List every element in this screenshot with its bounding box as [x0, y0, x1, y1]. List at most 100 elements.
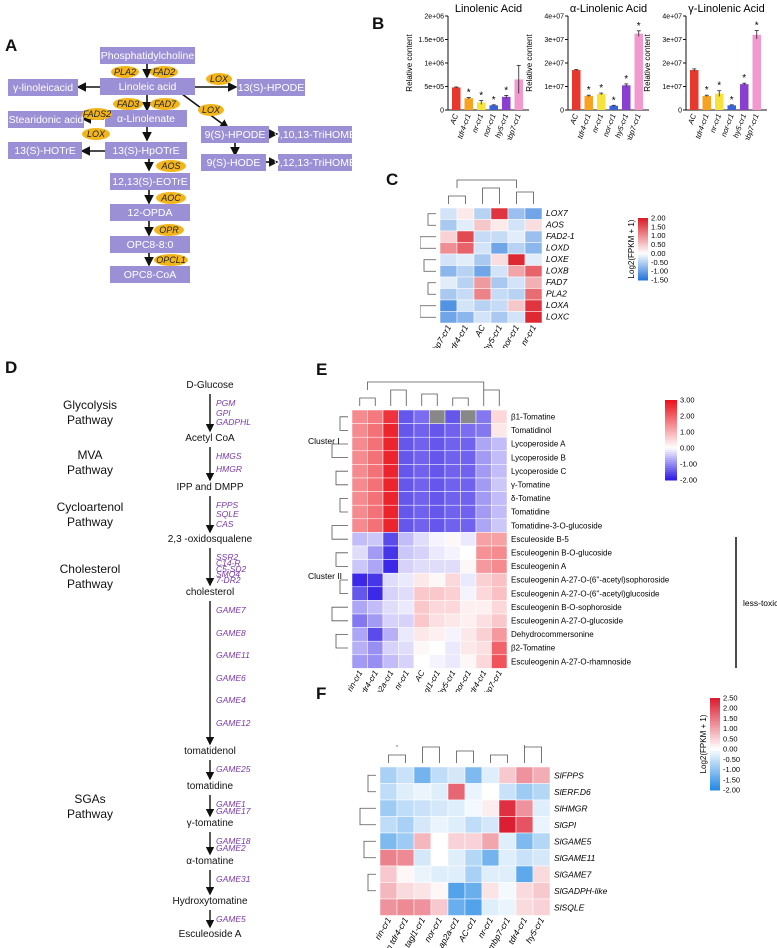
enzyme-opcl1: OPCL1	[154, 254, 188, 266]
row-label: FAD7	[546, 277, 567, 287]
heatmap-cell	[413, 504, 430, 520]
legend-swatch	[665, 476, 677, 479]
heatmap-cell	[498, 865, 517, 883]
legend-swatch	[638, 278, 648, 281]
heatmap-cell	[498, 766, 517, 784]
heatmap-cell	[456, 288, 475, 301]
heatmap-cell	[473, 207, 492, 220]
heatmap-cell	[429, 586, 446, 601]
heatmap-cell	[473, 242, 492, 255]
legend-swatch	[710, 750, 720, 754]
legend-swatch	[710, 718, 720, 722]
compound-label: Hydroxytomatine	[172, 896, 248, 907]
heatmap-cell	[413, 572, 430, 588]
heatmap-cell	[460, 640, 477, 656]
node-9s-hode: 9(S)-HODE	[201, 154, 266, 171]
heatmap-cell	[475, 532, 492, 547]
bar-tdr4-cr1	[702, 95, 711, 110]
heatmap-cell	[491, 477, 508, 492]
heatmap-cell	[498, 816, 517, 834]
heatmap-cell	[447, 882, 466, 900]
legend-swatch	[665, 440, 677, 443]
legend-tick-label: 3.00	[680, 396, 695, 405]
dendrogram-branch	[331, 606, 348, 622]
row-dendrogram	[359, 774, 376, 892]
column-dendrogram	[388, 745, 542, 763]
legend-swatch	[638, 245, 648, 248]
heatmap-cell	[351, 423, 368, 438]
pathway-name: Glycolysis Pathway	[62, 398, 117, 427]
legend-swatch	[638, 259, 648, 262]
heatmap-cell	[475, 518, 492, 533]
legend-tick-label: 0.00	[723, 745, 738, 754]
node-9s-hpode: 9(S)-HPODE	[201, 126, 269, 143]
heatmap-cell	[447, 799, 466, 817]
legend-swatch	[710, 744, 720, 747]
heatmap-cell	[475, 640, 492, 656]
heatmap-cell	[473, 253, 492, 266]
node-opc8-coa: OPC8-CoA	[110, 266, 190, 283]
heatmap-cell	[398, 654, 415, 669]
heatmap-cell	[439, 242, 458, 255]
dendrogram-branch	[339, 498, 348, 513]
gene-label: SQLE	[216, 509, 239, 520]
legend-swatch	[710, 721, 720, 724]
significance-star: *	[624, 74, 628, 85]
legend-swatch	[638, 231, 648, 234]
heatmap-cell	[382, 409, 399, 424]
enzyme-fad7: FAD7	[150, 98, 180, 110]
heatmap-cell	[413, 518, 430, 533]
gene-label: C5-SD2	[216, 563, 247, 574]
heatmap-cell	[490, 311, 509, 324]
dendrogram-branch	[456, 750, 474, 763]
heatmap-cell	[491, 600, 508, 615]
heatmap-cell	[429, 613, 446, 628]
y-tick-label: 5e+05	[424, 84, 444, 91]
heatmap-cell	[524, 265, 543, 278]
heatmap-cell	[429, 518, 446, 533]
pathway-name: SGAs Pathway	[66, 792, 114, 821]
dendrogram-branch	[421, 393, 438, 406]
enzyme-aos: AOS	[156, 160, 186, 172]
legend-swatch	[665, 432, 677, 435]
heatmap-cell	[382, 464, 399, 479]
significance-star: *	[742, 73, 746, 84]
heatmap-cell	[490, 207, 509, 220]
heatmap-cell	[491, 559, 508, 574]
row-label: LOXD	[546, 243, 569, 253]
bar-tdr4-cr1	[584, 95, 593, 110]
heatmap-cell	[444, 654, 461, 669]
legend-swatch	[638, 242, 648, 245]
row-label: Esculeogenin A-27-O-(6''-acetyl)glucosid…	[511, 589, 660, 598]
column-label: nr-cr1	[519, 323, 539, 347]
legend-swatch	[638, 269, 648, 272]
heatmap-cell	[430, 832, 449, 850]
heatmap-cell	[439, 288, 458, 301]
heatmap-cell	[351, 491, 368, 506]
heatmap-cell	[367, 477, 384, 492]
heatmap-cell	[367, 409, 384, 424]
row-label: Tomatidine	[511, 508, 550, 517]
chart-title: Linolenic Acid	[455, 3, 522, 15]
node-9-12-13-trihome: 9,12,13-TriHOME	[274, 154, 356, 171]
y-tick-label: 2e+06	[424, 14, 444, 21]
bar-chart-0: Linolenic Acid Relative content 0 5e+05 1e+0…	[405, 3, 529, 140]
legend-swatch	[710, 709, 720, 713]
heatmap-cell	[481, 849, 500, 867]
heatmap-cell	[475, 491, 492, 506]
heatmap-cell	[481, 799, 500, 817]
heatmap-cell	[382, 640, 399, 656]
heatmap-cell	[460, 409, 477, 424]
bar-tdr4-cr1	[464, 98, 473, 110]
bar-hy5-cr1	[502, 96, 511, 110]
heatmap-cell	[444, 423, 461, 438]
heatmap-cell	[473, 276, 492, 289]
heatmap-cell	[473, 230, 492, 243]
heatmap-cell	[429, 572, 446, 588]
heatmap-cell	[413, 532, 430, 547]
heatmap-cell	[413, 882, 432, 900]
heatmap-cell	[367, 532, 384, 547]
legend-swatch	[710, 716, 720, 720]
legend-swatch	[638, 262, 648, 265]
